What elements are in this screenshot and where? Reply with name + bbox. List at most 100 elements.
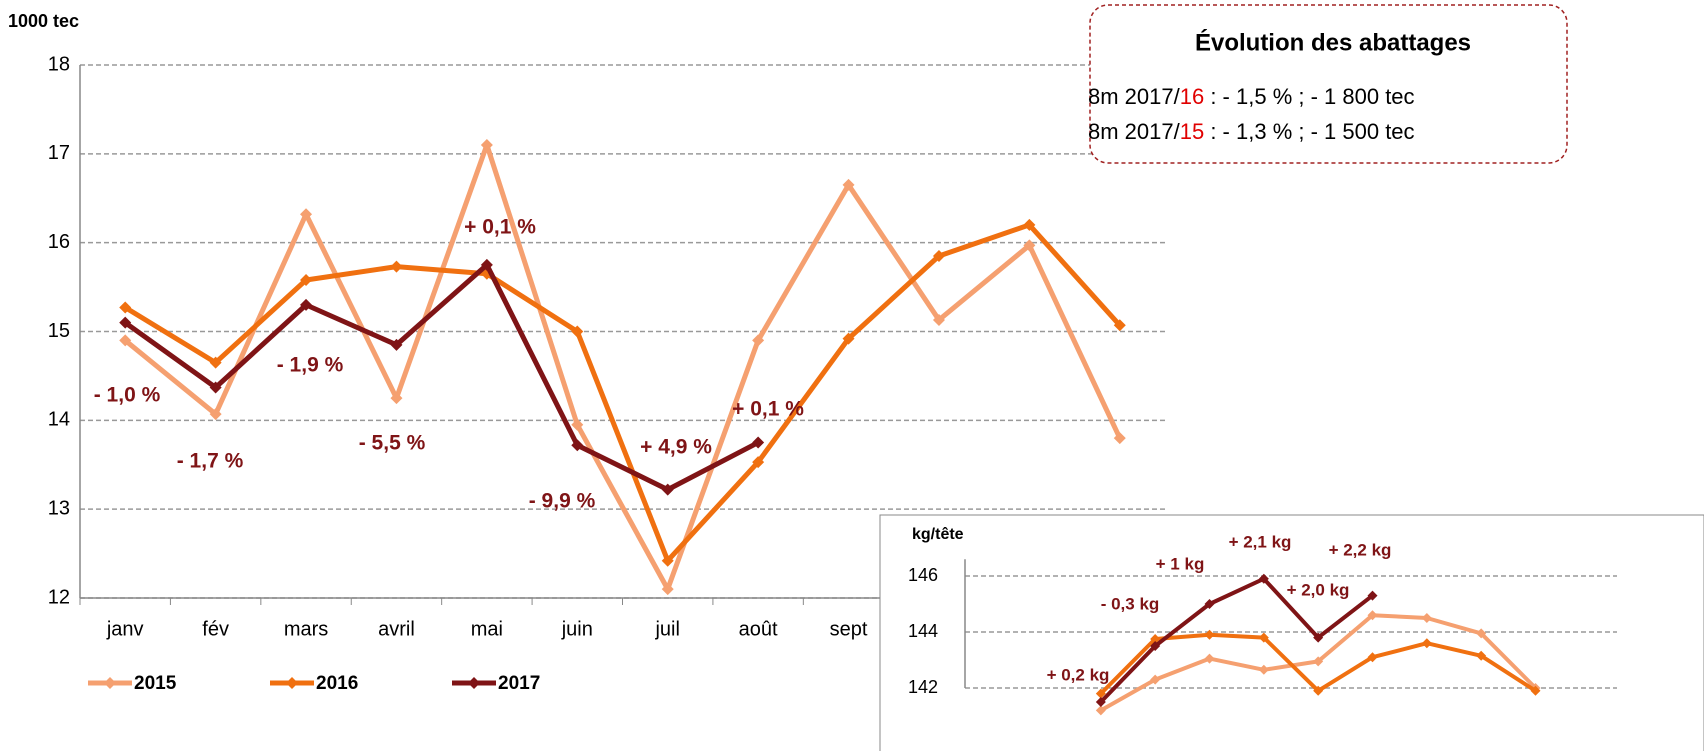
data-point — [571, 325, 584, 338]
x-tick-label: août — [739, 618, 778, 640]
info-suffix: : - 1,5 % ; - 1 800 tec — [1204, 84, 1414, 109]
data-point — [1204, 653, 1215, 664]
data-point — [571, 439, 584, 452]
data-point — [571, 418, 584, 431]
annotation: + 0,2 kg — [1047, 665, 1110, 684]
x-tick-label: sept — [830, 618, 868, 640]
x-tick-label: mai — [471, 618, 503, 640]
data-point — [1367, 652, 1378, 663]
x-tick-label: mars — [284, 618, 328, 640]
y-tick-label: 18 — [48, 53, 70, 75]
data-point — [1095, 705, 1106, 716]
data-point — [1476, 650, 1487, 661]
legend-marker — [468, 677, 480, 689]
data-point — [1150, 634, 1161, 644]
legend-marker — [286, 677, 298, 689]
info-title: Évolution des abattages — [1195, 28, 1471, 56]
y-tick-label: 13 — [48, 497, 70, 519]
data-point — [209, 408, 222, 421]
info-box — [1089, 4, 1568, 164]
y-tick-label: 15 — [48, 320, 70, 342]
data-point — [119, 301, 132, 314]
data-point — [1476, 628, 1487, 639]
info-prefix: 8m 2017/ — [1088, 84, 1181, 109]
y-tick-label: 14 — [48, 409, 70, 431]
data-point — [752, 436, 765, 449]
inset-plot — [964, 559, 1617, 716]
annotation: - 1,0 % — [94, 384, 161, 407]
y-tick-label: 144 — [908, 621, 938, 641]
data-point — [1258, 664, 1269, 675]
data-point — [119, 316, 132, 329]
data-point — [752, 334, 765, 347]
data-point — [842, 332, 855, 345]
series-line — [123, 142, 1123, 592]
data-point — [300, 273, 313, 286]
data-point — [752, 456, 765, 469]
data-point — [480, 138, 493, 151]
data-point — [1204, 599, 1215, 609]
annotation: - 1,9 % — [277, 354, 344, 377]
data-point — [119, 334, 132, 347]
data-point — [842, 178, 855, 191]
data-point — [1421, 638, 1432, 649]
data-point — [209, 381, 222, 394]
data-point — [300, 208, 313, 221]
data-point — [1023, 218, 1036, 231]
x-tick-label: juil — [654, 618, 679, 640]
y-tick-label: 146 — [908, 565, 938, 585]
legend-label: 2016 — [316, 673, 358, 694]
info-highlight: 16 — [1180, 84, 1204, 109]
legend-label: 2015 — [134, 673, 177, 694]
data-point — [661, 554, 674, 567]
inset-frame — [879, 514, 1704, 751]
info-prefix: 8m 2017/ — [1088, 119, 1181, 144]
series-line — [1099, 576, 1374, 704]
data-point — [1095, 688, 1106, 699]
data-point — [932, 313, 945, 326]
data-point — [661, 483, 674, 496]
data-point — [480, 258, 493, 271]
legend-marker — [104, 677, 116, 689]
annotation: + 2,1 kg — [1229, 532, 1292, 551]
data-point — [932, 249, 945, 262]
data-point — [1095, 697, 1106, 707]
annotation: - 0,3 kg — [1101, 594, 1160, 613]
info-suffix: : - 1,3 % ; - 1 500 tec — [1204, 119, 1414, 144]
data-point — [1313, 656, 1324, 667]
data-point — [1023, 239, 1036, 252]
y-tick-label: 142 — [908, 677, 938, 697]
data-point — [1204, 629, 1215, 640]
annotation: + 2,0 kg — [1287, 580, 1350, 599]
series-line — [123, 262, 760, 493]
data-point — [1258, 573, 1269, 584]
y-axis-label: kg/tête — [912, 526, 964, 543]
y-tick-label: 16 — [48, 231, 70, 253]
y-axis-label: 1000 tec — [8, 11, 79, 31]
data-point — [390, 338, 403, 351]
annotation: + 1 kg — [1156, 554, 1205, 573]
data-point — [1421, 613, 1432, 623]
data-point — [1113, 432, 1126, 445]
data-point — [1367, 590, 1378, 601]
legend-label: 2017 — [498, 673, 540, 694]
data-point — [1530, 685, 1541, 696]
x-tick-label: janv — [106, 618, 144, 640]
info-highlight: 15 — [1180, 119, 1204, 144]
annotation: + 0,1 % — [732, 398, 804, 421]
data-point — [390, 392, 403, 405]
data-point — [1313, 632, 1324, 643]
data-point — [1313, 685, 1324, 696]
y-tick-label: 17 — [48, 142, 70, 164]
data-point — [300, 298, 313, 311]
annotation: + 0,1 % — [464, 216, 536, 239]
data-point — [1258, 632, 1269, 643]
data-point — [209, 356, 222, 369]
annotation: - 9,9 % — [529, 490, 596, 513]
data-point — [1150, 641, 1161, 651]
data-point — [390, 260, 403, 273]
annotation: + 2,2 kg — [1329, 540, 1392, 559]
data-point — [661, 583, 674, 596]
data-point — [1367, 610, 1378, 621]
